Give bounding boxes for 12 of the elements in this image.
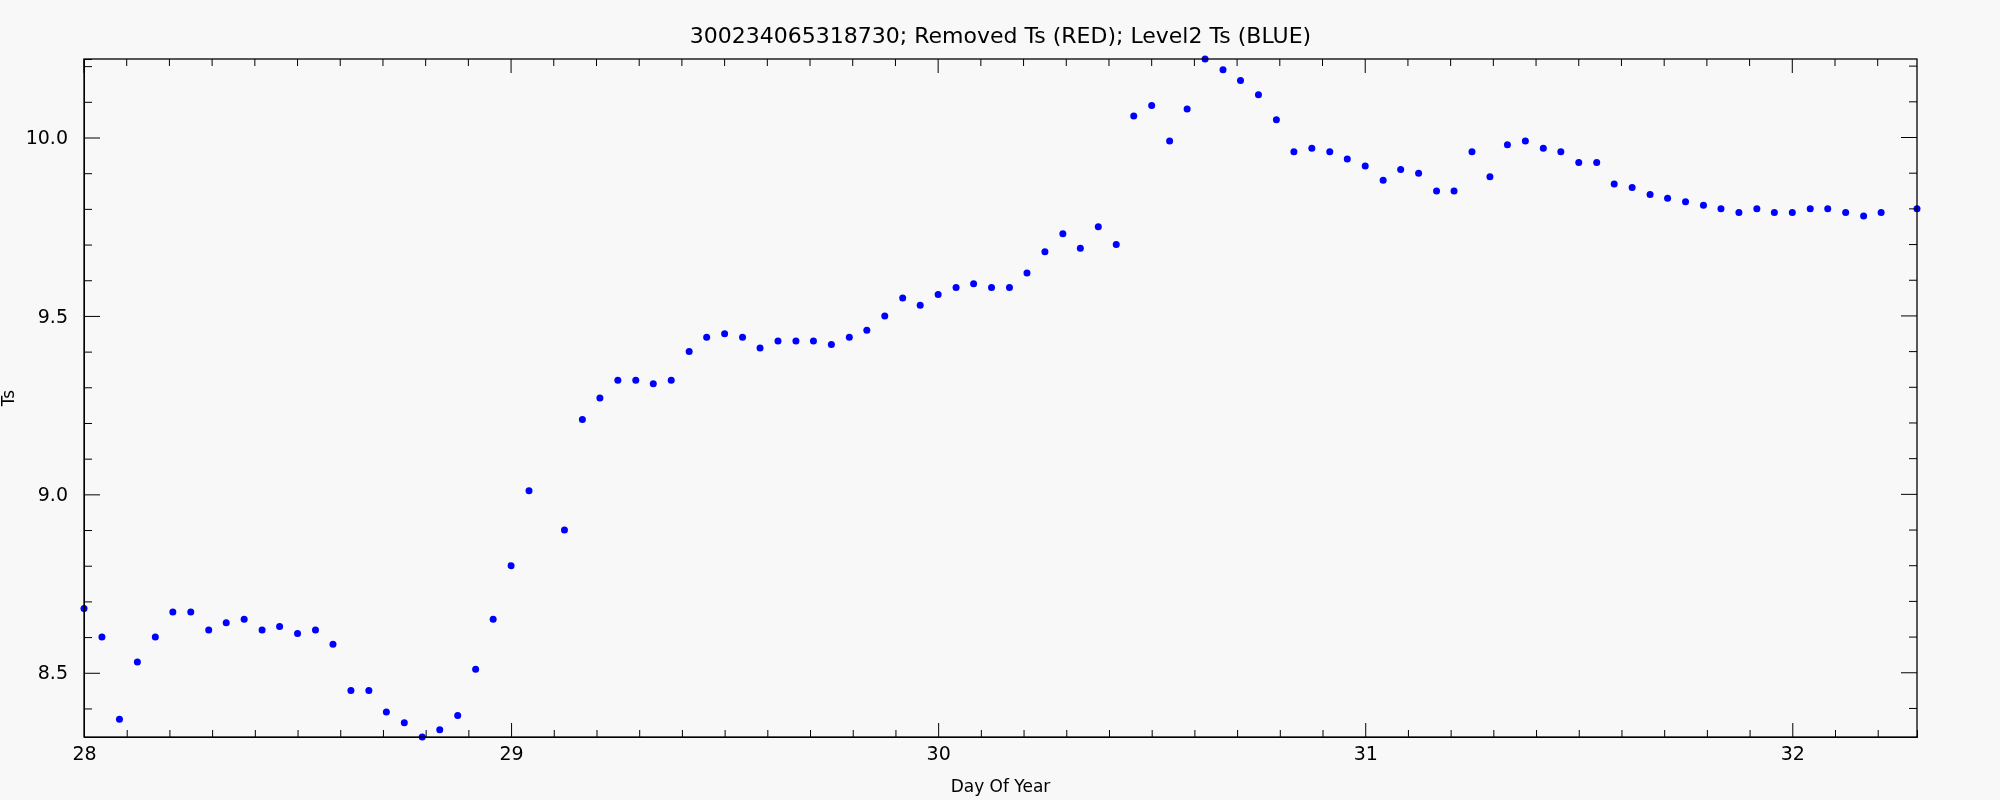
- x-tick-label: 30: [926, 742, 951, 765]
- y-tick-label: 9.5: [37, 304, 68, 327]
- y-tick-label: 10.0: [25, 126, 68, 149]
- x-tick-label: 31: [1353, 742, 1378, 765]
- y-axis-title: Ts: [0, 389, 18, 408]
- chart-title: 300234065318730; Removed Ts (RED); Level2 Ts (BLUE): [689, 23, 1312, 48]
- x-tick-label: 29: [499, 742, 524, 765]
- x-tick-label: 32: [1780, 742, 1805, 765]
- x-axis-title: Day Of Year: [950, 776, 1051, 796]
- y-tick-label: 8.5: [37, 661, 68, 684]
- x-tick-label: 28: [72, 742, 97, 765]
- y-tick-label: 9.0: [37, 482, 68, 505]
